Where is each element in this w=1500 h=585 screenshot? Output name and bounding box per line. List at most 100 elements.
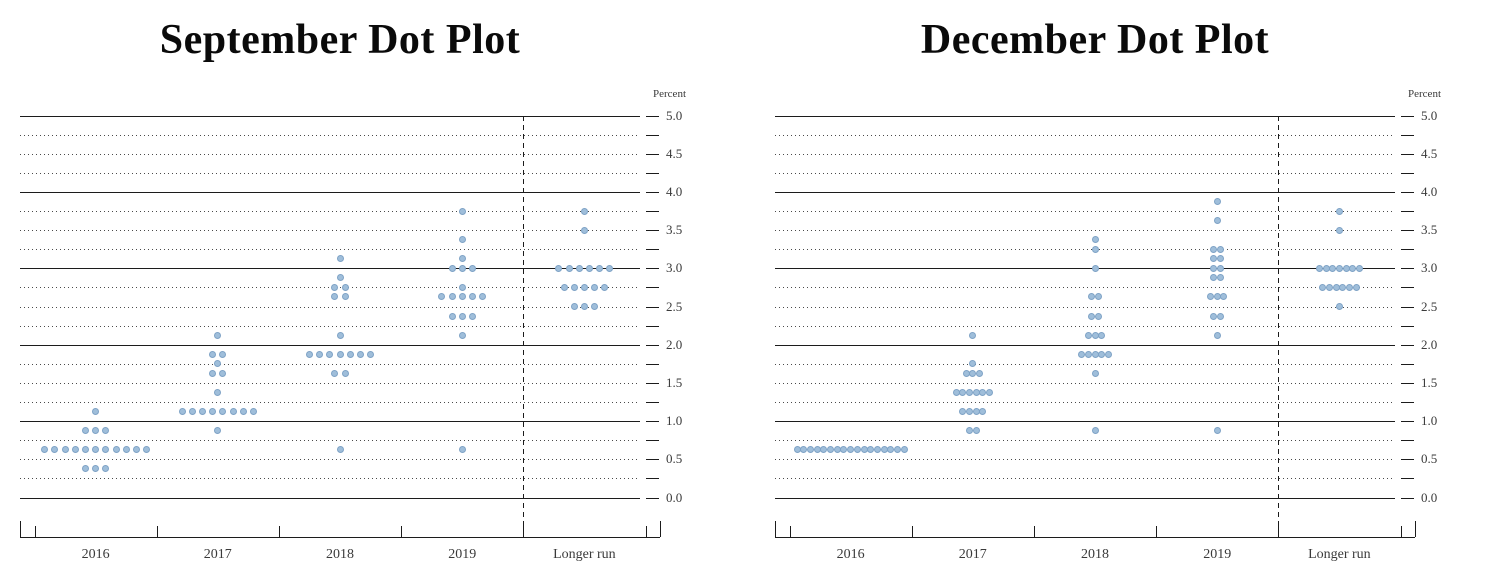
projection-dot [102,446,110,454]
projection-dot [1315,264,1323,272]
gridline [20,382,640,384]
projection-dot [1098,331,1106,339]
projection-dot [853,446,861,454]
plot-area: 0.0 0.5 1.0 1.5 2.0 2.5 3.0 3.5 4.0 4.5 5.0 2016 201… [0,0,745,585]
projection-dot [1335,207,1343,215]
gridline-end-tick [646,325,659,327]
gridline-end-tick [646,115,659,117]
projection-dot [331,369,339,377]
projection-dot [867,446,875,454]
projection-dot [1091,350,1099,358]
projection-dot [199,408,206,416]
projection-dot [1091,264,1099,272]
projection-dot [458,264,466,272]
projection-dot [132,446,140,454]
projection-dot [894,446,901,454]
gridline-end-tick [646,478,659,480]
axis-tick [789,526,791,537]
september-dot-plot-chart: September Dot Plot Percent 0.0 0.5 1.0 1.5 2… [0,0,745,585]
projection-dot [341,293,349,301]
projection-dot [1217,255,1225,263]
projection-dot [1319,283,1327,291]
projection-dot [586,264,593,272]
gridline-end-tick [1401,115,1414,117]
projection-dot [972,408,980,416]
projection-dot [92,465,100,473]
gridline-end-tick [1401,421,1414,423]
x-axis-line [775,537,1415,538]
projection-dot [1104,350,1112,358]
projection-dot [1352,283,1360,291]
projection-dot [458,283,466,291]
projection-dot [1213,197,1221,205]
axis-tick [156,526,158,537]
projection-dot [1091,236,1099,244]
projection-dot [468,293,476,301]
y-tick-label: 1.5 [666,374,683,390]
gridline-end-tick [1401,497,1414,499]
y-tick-label: 2.5 [1421,298,1438,314]
projection-dot [458,312,466,320]
projection-dot [972,427,980,435]
projection-dot [965,388,973,396]
projection-dot [178,408,186,416]
gridline [20,363,640,365]
projection-dot [229,408,237,416]
projection-dot [331,283,339,291]
gridline-end-tick [1401,191,1414,193]
gridline [20,440,640,442]
projection-dot [565,264,573,272]
x-category-label: 2016 [836,547,865,562]
gridline-end-tick [646,440,659,442]
axis-tick [401,526,403,537]
y-tick-label: 1.5 [1421,374,1438,390]
axis-end-tick [775,521,776,537]
projection-dot [860,446,868,454]
projection-dot [92,408,100,416]
gridline [20,497,640,499]
projection-dot [336,331,344,339]
projection-dot [965,427,973,435]
projection-dot [1213,331,1221,339]
gridline [20,268,640,270]
projection-dot [880,446,888,454]
projection-dot [580,207,588,215]
projection-dot [596,264,604,272]
projection-dot [1210,264,1218,272]
projection-dot [336,255,344,263]
projection-dot [840,446,848,454]
projection-dot [986,388,994,396]
x-axis-line [20,537,660,538]
gridline [775,191,1395,193]
projection-dot [458,236,466,244]
projection-dot [570,303,578,310]
december-dot-plot-chart: December Dot Plot Percent 0.0 0.5 1.0 1.5 2.… [755,0,1500,585]
x-category-label: 2018 [1080,547,1109,562]
projection-dot [468,264,476,272]
gridline-end-tick [1401,268,1414,270]
axis-tick [278,526,280,537]
projection-dot [1335,264,1343,272]
projection-dot [1217,245,1225,253]
gridline [20,153,640,155]
projection-dot [219,408,227,416]
y-tick-label: 4.0 [1421,183,1438,199]
gridline-end-tick [1401,211,1414,212]
gridline [20,402,640,403]
gridline-end-tick [1401,440,1414,442]
projection-dot [591,303,599,310]
gridline [20,249,640,251]
gridline-end-tick [646,402,659,403]
gridline [775,459,1395,461]
projection-dot [570,283,578,291]
gridline [20,287,640,289]
plot-area: 0.0 0.5 1.0 1.5 2.0 2.5 3.0 3.5 4.0 4.5 5.0 2016 201… [755,0,1500,585]
projection-dot [793,446,801,454]
projection-dot [1217,274,1225,282]
projection-dot [1329,264,1337,272]
gridline-end-tick [1401,153,1414,155]
projection-dot [900,446,908,454]
y-tick-label: 0.0 [666,489,683,505]
gridline [775,402,1395,403]
x-category-label: 2016 [81,547,110,562]
